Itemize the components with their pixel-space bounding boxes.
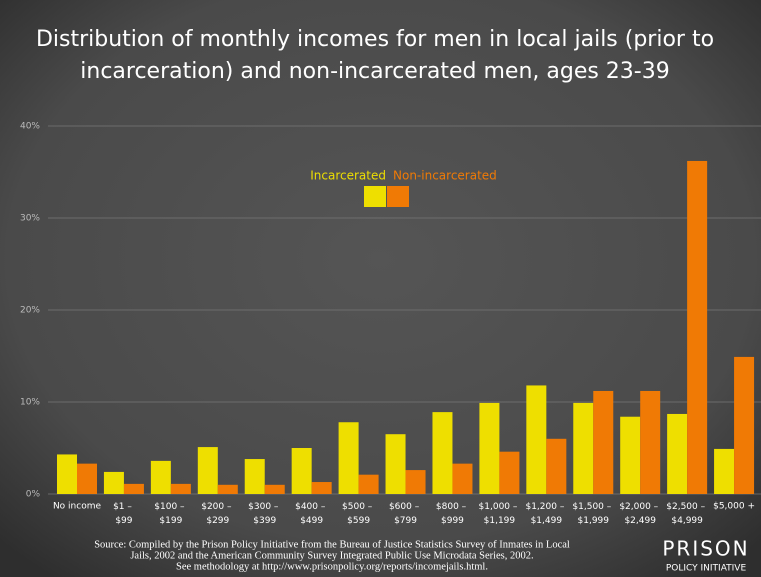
bar [170,483,191,494]
bar [526,385,547,494]
x-tick-label-line: $499 [300,516,323,526]
x-tick-label-line: $1 – [113,502,135,512]
x-tick-label-line: $299 [206,516,229,526]
logo: POLICY INITIATIVE [666,564,747,574]
bar [291,448,312,494]
bar [217,484,238,494]
bar [479,402,500,494]
bar [714,448,735,494]
x-tick-label-line: $1,200 – [525,502,567,512]
x-tick-label-line: $799 [394,516,417,526]
legend-label: Incarcerated [310,169,386,183]
x-tick-label-line: $2,000 – [619,502,661,512]
legend-swatch [387,186,409,207]
x-tick-label-line: $200 – [201,502,234,512]
x-tick-label-line: $300 – [248,502,281,512]
x-tick-label: $1,000 – $1,199 [479,502,521,526]
bar [593,390,614,494]
bar [244,459,265,494]
bar [640,390,661,494]
x-tick-label: $400 – $499 [295,502,328,526]
y-tick-label: 40% [20,122,40,132]
x-tick-label-line: $4,999 [671,516,703,526]
x-tick-label-line: $199 [159,516,182,526]
bar [123,483,144,494]
legend-label: Non-incarcerated [393,169,497,183]
bar [150,460,171,494]
x-tick-label-line: $2,499 [624,516,656,526]
x-tick-label: $800 – $999 [436,502,469,526]
logo: PRISON [662,537,749,561]
source-note: Jails, 2002 and the American Community S… [130,550,533,561]
x-tick-label: $100 – $199 [154,502,187,526]
source-note: See methodology at http://www.prisonpoli… [176,561,488,572]
bar [197,447,218,494]
x-tick-label-line: $100 – [154,502,187,512]
y-tick-label: 20% [20,306,40,316]
x-tick-label-line: $99 [115,516,132,526]
y-tick-label: 10% [20,398,40,408]
x-tick-label-line: $800 – [436,502,469,512]
bar [77,463,97,494]
x-tick-label: $600 – $799 [389,502,422,526]
bar [432,412,453,494]
x-tick-label-line: $599 [347,516,370,526]
bar [687,160,708,494]
chart-title: Distribution of monthly incomes for men … [36,27,714,52]
x-tick-label: $1,500 – $1,999 [572,502,614,526]
bar [499,451,520,494]
x-tick-label-line: $600 – [389,502,422,512]
x-tick-label: $500 – $599 [342,502,375,526]
x-tick-label-line: $399 [253,516,276,526]
source-note: Source: Compiled by the Prison Policy In… [94,539,570,550]
y-tick-label: 30% [20,214,40,224]
y-tick-label: 0% [26,490,41,500]
x-tick-label: $5,000 + [713,502,755,512]
x-tick-label-line: $500 – [342,502,375,512]
chart-title: incarceration) and non-incarcerated men,… [80,59,669,84]
x-tick-label-line: $400 – [295,502,328,512]
x-tick-label: No income [53,502,102,512]
bar [573,402,594,494]
x-tick-label-line: $1,000 – [479,502,521,512]
x-tick-label: $2,500 – $4,999 [666,502,708,526]
x-tick-label-line: $1,999 [578,516,610,526]
bar [264,484,285,494]
x-tick-label: $1 – $99 [113,502,135,526]
x-tick-label-line: $1,499 [531,516,563,526]
bar [452,463,473,494]
bar [358,474,379,494]
bar [338,422,359,494]
x-tick-label: $300 – $399 [248,502,281,526]
x-tick-label: $1,200 – $1,499 [525,502,567,526]
bar [385,434,406,494]
x-tick-label: $2,000 – $2,499 [619,502,661,526]
bar [546,438,567,494]
x-tick-label-line: $1,500 – [572,502,614,512]
bar [103,471,124,494]
bar [734,356,755,494]
bar [57,454,77,494]
bar [311,482,332,494]
x-tick-label-line: $1,199 [484,516,516,526]
x-tick-label-line: $2,500 – [666,502,708,512]
x-tick-label: $200 – $299 [201,502,234,526]
x-tick-label-line: $999 [441,516,464,526]
bar [620,416,641,494]
bar [667,413,688,494]
legend-swatch [364,186,386,207]
bar [405,470,426,494]
